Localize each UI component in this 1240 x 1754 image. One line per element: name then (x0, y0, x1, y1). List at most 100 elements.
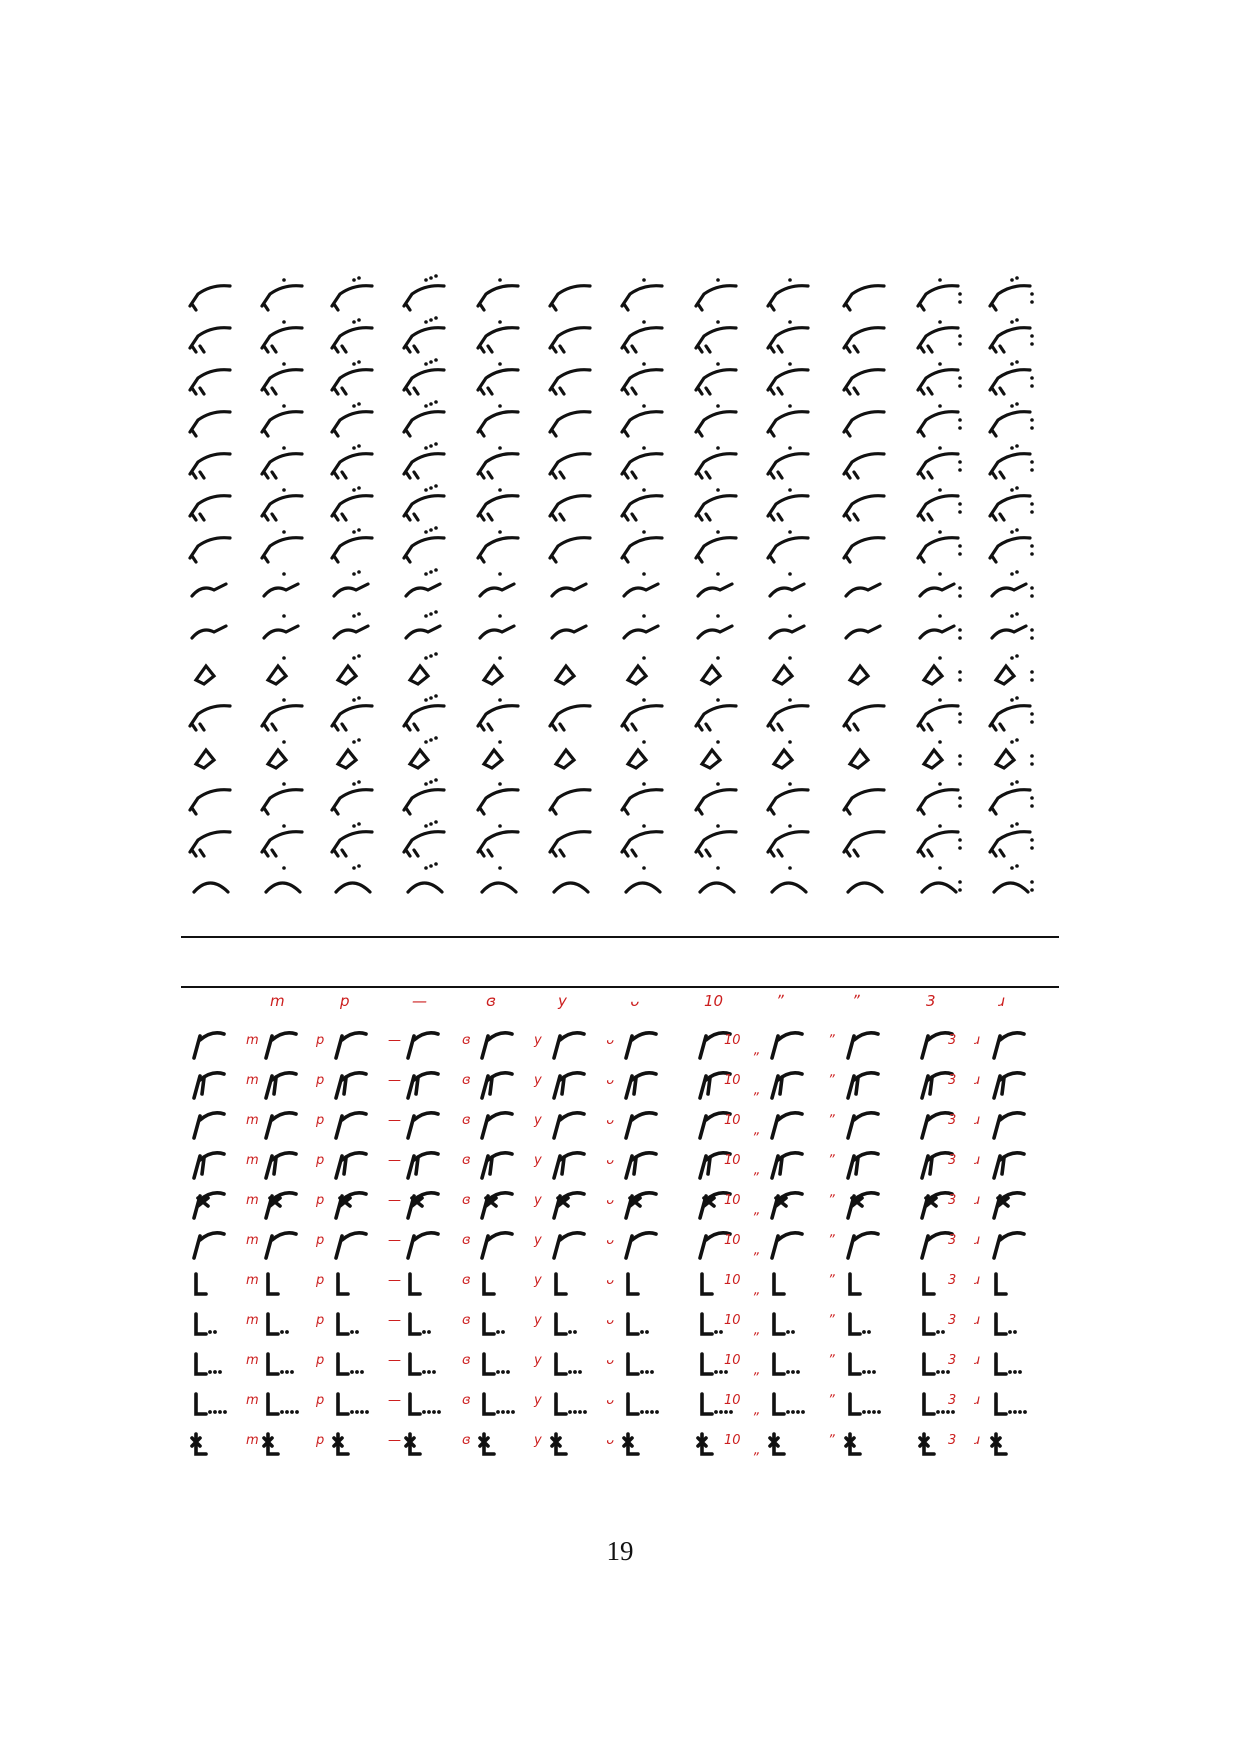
glyph-cell: 10 (698, 1231, 741, 1260)
cell-annotation-mark: p (315, 1433, 324, 1448)
glyph-cell (194, 1272, 208, 1296)
cell-annotation-mark: ˮ (752, 1291, 759, 1306)
cell-annotation-mark: p (315, 1233, 324, 1248)
glyph-cell: y (533, 1191, 586, 1220)
glyph-cell: ˮ (828, 1151, 880, 1180)
glyph-cell (330, 780, 374, 816)
glyph-cell (770, 866, 808, 894)
header-annotation-mark: p (339, 992, 350, 1010)
glyph-cell: ɞ (462, 1352, 510, 1376)
glyph-cell (188, 704, 232, 732)
glyph-cell (842, 788, 886, 816)
cell-annotation-mark: ɞ (462, 1113, 471, 1128)
glyph-cell: 10 (698, 1111, 741, 1140)
cell-annotation-mark: 3 (948, 1313, 956, 1328)
cell-annotation-mark: y (533, 1073, 542, 1088)
glyph-cell: ᴗ (606, 1432, 640, 1456)
glyph-cell (553, 663, 577, 686)
glyph-cell (330, 360, 374, 396)
cell-annotation-mark: — (388, 1073, 401, 1088)
glyph-cell (260, 824, 304, 858)
cell-annotation-mark: m (246, 1073, 259, 1088)
glyph-cell: m (246, 1151, 298, 1180)
cell-annotation-mark: 10 (724, 1153, 741, 1168)
cell-annotation-mark: ᴗ (606, 1233, 614, 1248)
glyph-cell: p (315, 1111, 368, 1140)
glyph-cell: — (388, 1031, 440, 1060)
glyph-cell: ᴗ (606, 1071, 658, 1100)
glyph-cell (622, 572, 660, 598)
glyph-cell: m (246, 1071, 298, 1100)
cell-annotation-mark: ᴗ (606, 1313, 614, 1328)
cell-annotation-mark: ˮ (828, 1113, 835, 1128)
glyph-cell (550, 582, 588, 598)
cell-annotation-mark: m (246, 1353, 259, 1368)
cell-annotation-mark: y (533, 1033, 542, 1048)
glyph-cell: ˮ (828, 1432, 862, 1456)
glyph-cell (620, 404, 664, 438)
glyph-cell (552, 881, 590, 894)
cell-annotation-mark: ɞ (462, 1193, 471, 1208)
glyph-cell: m (246, 1272, 280, 1296)
cell-annotation-mark: p (315, 1073, 324, 1088)
glyph-cell: ˮ (752, 1151, 804, 1186)
page-number: 19 (606, 1536, 634, 1566)
cell-annotation-mark: ˮ (828, 1033, 835, 1048)
cell-annotation-mark: ɹ (974, 1393, 980, 1408)
glyph-cell: p (315, 1272, 350, 1296)
glyph-cell (766, 404, 810, 438)
glyph-cell: p (315, 1312, 359, 1336)
glyph-cell: — (388, 1191, 440, 1220)
cell-annotation-mark: ɹ (974, 1233, 980, 1248)
header-annotation-mark: ˮ (776, 992, 784, 1010)
glyph-cell: ɞ (462, 1071, 514, 1100)
cell-annotation-mark: p (315, 1353, 324, 1368)
cell-annotation-mark: ɹ (974, 1073, 980, 1088)
cell-annotation-mark: 3 (948, 1233, 956, 1248)
glyph-cell (330, 528, 374, 564)
glyph-cell (548, 830, 592, 858)
glyph-cell (330, 486, 374, 522)
glyph-cell: ɞ (462, 1031, 514, 1060)
glyph-cell (402, 694, 446, 732)
glyph-cell: ɹ (974, 1312, 1017, 1336)
glyph-cell: ˮ (828, 1352, 876, 1376)
glyph-cell: 3 (918, 1432, 956, 1456)
glyph-cell: y (533, 1312, 577, 1336)
glyph-cell (620, 530, 664, 564)
glyph-cell: ᴗ (606, 1231, 658, 1260)
glyph-cell (916, 530, 962, 564)
glyph-cell (404, 610, 442, 640)
glyph-cell (916, 278, 962, 312)
glyph-cell (188, 410, 232, 438)
glyph-cell (548, 494, 592, 522)
cell-annotation-mark: ˮ (828, 1273, 835, 1288)
cell-annotation-mark: y (533, 1113, 542, 1128)
cell-annotation-mark: p (315, 1193, 324, 1208)
glyph-cell (402, 484, 446, 522)
glyph-cell: ˮ (752, 1231, 804, 1266)
cell-annotation-mark: 3 (948, 1193, 956, 1208)
glyph-cell (481, 656, 505, 686)
cell-annotation-mark: 10 (724, 1313, 741, 1328)
glyph-cell: ɹ (974, 1151, 1026, 1180)
glyph-cell (916, 404, 962, 438)
glyph-cell (192, 1231, 226, 1260)
glyph-cell: y (533, 1272, 568, 1296)
section-divider-top (181, 936, 1059, 938)
cell-annotation-mark: 3 (948, 1153, 956, 1168)
glyph-cell: ˮ (828, 1392, 881, 1416)
cell-annotation-mark: m (246, 1193, 259, 1208)
header-annotation-mark: 3 (926, 992, 936, 1010)
glyph-cell: 3 (920, 1151, 956, 1180)
glyph-cell (993, 738, 1034, 770)
glyph-cell (766, 824, 810, 858)
glyph-cell (842, 410, 886, 438)
glyph-cell (476, 530, 520, 564)
glyph-cell: ɹ (974, 1231, 1026, 1260)
glyph-cell (262, 572, 300, 598)
glyph-cell (548, 452, 592, 480)
header-annotation-mark: y (557, 992, 568, 1010)
glyph-cell: p (315, 1352, 364, 1376)
cell-annotation-mark: — (388, 1153, 401, 1168)
